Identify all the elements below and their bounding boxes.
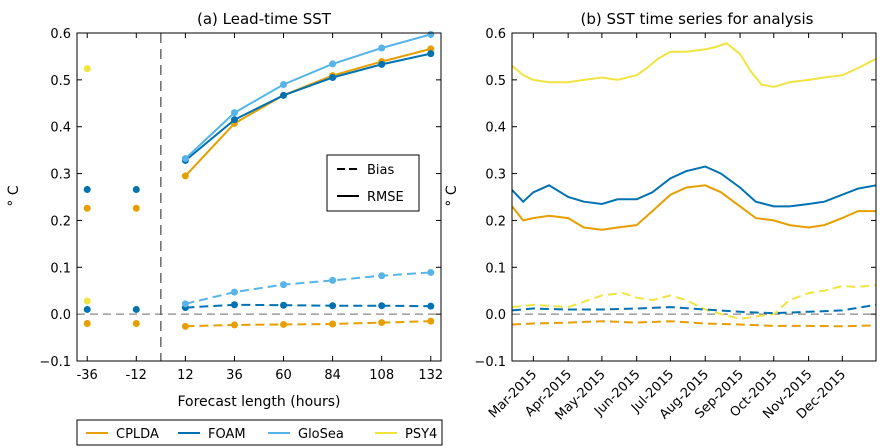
panel-a-analysis-point-psy4-rmse [83,65,91,73]
panel-a-point-foam-rmse [280,91,288,99]
panel-b-line-foam-bias [511,303,877,315]
panel-a-lead-time-sst: (a) Lead-time SST ° C Forecast length (h… [6,10,443,410]
panel-a-point-glosea-rmse [427,30,435,38]
panel-a-y-tick-label: 0.3 [50,168,71,183]
legend-label-psy4: PSY4 [405,427,437,442]
panel-a-x-tick-label: -36 [77,368,98,383]
panel-a-point-glosea-bias [329,276,337,284]
panel-a-point-glosea-bias [230,288,238,296]
panel-a-point-glosea-rmse [378,44,386,52]
model-legend-items: CPLDA FOAM GloSea PSY4 [86,427,437,442]
panel-a-line-foam-bias [185,303,431,309]
panel-a-title: (a) Lead-time SST [197,10,332,28]
panel-a-point-glosea-rmse [280,81,288,89]
panel-b-sst-time-series: (b) SST time series for analysis ° C −0.… [444,10,877,423]
panel-a-y-ticks: −0.1 0.0 0.1 0.2 0.3 0.4 0.5 0.6 [39,27,441,370]
panel-a-point-cplda-bias [427,317,435,325]
panel-a-analysis-point-cplda-rmse [132,204,140,212]
panel-a-plot-area [77,30,441,361]
legend-label-foam: FOAM [208,427,246,442]
panel-b-y-tick-label: 0.2 [485,214,506,229]
panel-a-point-foam-rmse [329,74,337,82]
panel-a-x-tick-label: 132 [418,368,443,383]
panel-a-point-glosea-bias [378,272,386,280]
panel-b-plot-area [511,42,877,328]
panel-a-point-glosea-bias [427,268,435,276]
panel-a-x-ticks: -36 -12 12 36 60 84 108 132 [77,33,443,383]
panel-a-point-cplda-bias [329,320,337,328]
panel-a-point-foam-bias [427,302,435,310]
panel-a-point-cplda-rmse [181,172,189,180]
panel-b-frame [511,32,877,362]
panel-a-analysis-point-foam-bias [132,305,140,313]
panel-a-y-tick-label: 0.0 [50,308,71,323]
panel-a-point-glosea-bias [280,281,288,289]
panel-b-y-tick-label: −0.1 [474,355,506,370]
panel-a-line-foam-rmse [184,52,432,162]
panel-a-line-cplda-bias [185,320,431,328]
panel-a-point-foam-bias [329,302,337,310]
panel-a-point-glosea-bias [181,300,189,308]
panel-a-point-foam-rmse [230,116,238,124]
bias-legend-label: Bias [367,163,394,178]
panel-a-analysis-point-cplda-bias [132,320,140,328]
panel-b-line-cplda-bias [511,320,877,328]
panel-b-y-tick-label: 0.6 [485,27,506,42]
legend-label-glosea: GloSea [298,427,344,442]
line-style-legend: Bias RMSE [326,154,420,212]
panel-a-point-foam-rmse [427,50,435,58]
panel-a-analysis-point-cplda-bias [83,320,91,328]
panel-b-y-tick-label: 0.1 [485,261,506,276]
panel-b-y-tick-label: 0.0 [485,308,506,323]
panel-a-point-glosea-rmse [230,109,238,117]
legend-label-cplda: CPLDA [116,427,159,442]
panel-a-x-axis-label: Forecast length (hours) [177,394,340,410]
panel-a-point-glosea-rmse [329,60,337,68]
panel-a-y-tick-label: 0.5 [50,74,71,89]
panel-a-y-tick-label: 0.6 [50,27,71,42]
panel-a-point-foam-rmse [378,60,386,68]
panel-b-x-ticks: Mar-2015Apr-2015May-2015Jun-2015Jul-2015… [486,33,849,423]
panel-a-point-foam-bias [230,301,238,309]
style-legend-box [326,154,420,212]
rmse-legend-label: RMSE [367,190,404,205]
panel-a-point-cplda-bias [378,319,386,327]
panel-a-point-cplda-bias [230,321,238,329]
panel-a-analysis-point-foam-bias [83,305,91,313]
panel-a-analysis-point-foam-rmse [132,186,140,194]
panel-b-y-tick-label: 0.5 [485,74,506,89]
panel-a-line-glosea-rmse [184,33,432,160]
panel-a-x-tick-label: 108 [369,368,394,383]
panel-a-analysis-point-cplda-rmse [83,204,91,212]
panel-b-y-tick-label: 0.4 [485,121,506,136]
panel-a-x-tick-label: 12 [177,368,194,383]
model-legend: CPLDA FOAM GloSea PSY4 [76,419,443,446]
panel-a-y-tick-label: 0.4 [50,121,71,136]
panel-b-y-axis-label: ° C [444,185,460,206]
panel-a-y-axis-label: ° C [6,185,22,206]
panel-a-line-glosea-bias [185,271,431,305]
panel-a-point-foam-bias [280,301,288,309]
panel-b-title: (b) SST time series for analysis [581,10,814,28]
panel-a-y-tick-label: 0.2 [50,214,71,229]
panel-a-x-tick-label: 84 [324,368,341,383]
panel-a-x-tick-label: 60 [275,368,292,383]
panel-a-y-tick-label: 0.1 [50,261,71,276]
panel-b-line-psy4-bias [511,284,877,320]
panel-a-point-cplda-bias [181,322,189,330]
panel-a-point-glosea-rmse [181,155,189,163]
panel-b-y-tick-label: 0.3 [485,168,506,183]
panel-a-frame [76,32,442,362]
panel-a-analysis-point-psy4-bias [83,297,91,305]
panel-b-line-cplda-rmse [511,184,876,231]
panel-a-point-cplda-bias [280,320,288,328]
panel-b-line-foam-rmse [511,165,877,208]
panel-a-analysis-point-foam-rmse [83,186,91,194]
panel-a-x-tick-label: 36 [226,368,243,383]
panel-a-y-tick-label: −0.1 [39,355,71,370]
panel-a-x-tick-label: -12 [126,368,147,383]
panel-b-line-psy4-rmse [511,42,877,88]
panel-a-point-foam-bias [378,302,386,310]
